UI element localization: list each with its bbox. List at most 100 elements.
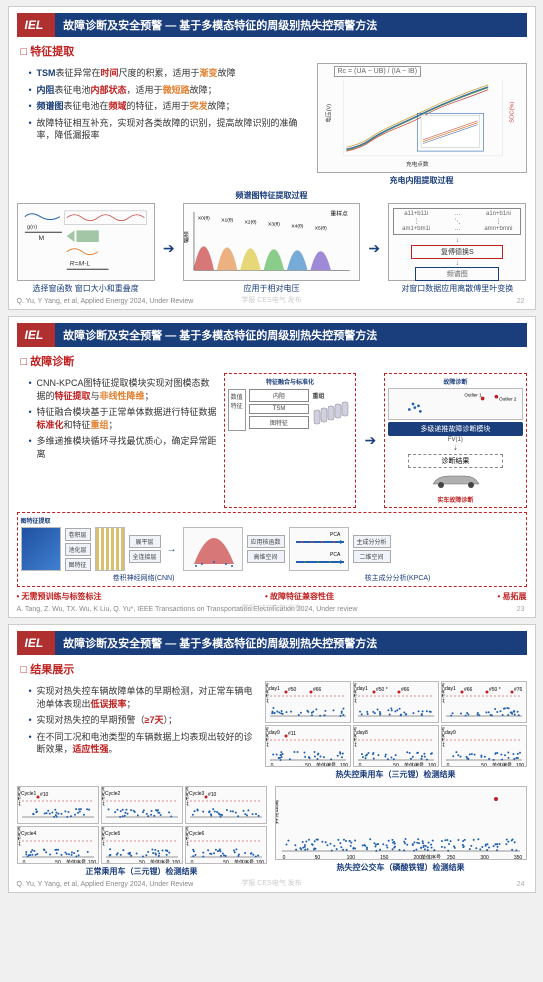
bullet-list: TSM表征异常在时间尺度的积累，适用于渐变故障内阻表征电池内部状态，适用于微短路…: [29, 67, 311, 186]
svg-text:#50 *: #50 *: [376, 687, 388, 693]
g33-caption: 热失控乘用车（三元锂）检测结果: [265, 769, 527, 780]
slide-header: IEL 故障诊断及安全预警 — 基于多模态特征的周级别热失控预警方法: [17, 323, 527, 347]
svg-text:异常距离: 异常距离: [266, 683, 270, 703]
svg-text:Cycle4: Cycle4: [21, 831, 37, 837]
scatter-cell: Cycle4 异常距离 050100 单体序号: [17, 826, 99, 864]
bullet-item: 特征融合模块基于正常单体数据进行特征数据标准化和特征重组；: [29, 406, 218, 431]
svg-text:0: 0: [270, 763, 273, 767]
svg-text:150: 150: [380, 855, 389, 860]
svg-text:Cycle6: Cycle6: [189, 831, 205, 837]
panel-matrix: a11+b11i…a1n+b1ni⋮⋱⋮am1+bm1i…amn+bmni ↓ …: [388, 203, 526, 294]
svg-text:#10: #10: [208, 792, 217, 798]
svg-text:250: 250: [446, 855, 455, 860]
svg-text:单体序号: 单体序号: [149, 859, 169, 864]
svg-text:#10: #10: [40, 792, 49, 798]
svg-text:X4(θ): X4(θ): [291, 223, 303, 229]
diag-title: 故障诊断: [388, 377, 522, 386]
svg-text:异常距离: 异常距离: [18, 827, 22, 846]
svg-text:单体编号: 单体编号: [315, 762, 335, 767]
crest-icon: [499, 325, 521, 347]
svg-text:重样点: 重样点: [330, 210, 348, 218]
iel-badge: IEL: [25, 18, 44, 32]
panel-window: g(n) M R=M-L 选择窗函数 窗口大小和重叠度: [17, 203, 155, 294]
scatter-cell: Cycle5 异常距离 050100 单体序号: [101, 826, 183, 864]
svg-text:100: 100: [255, 860, 264, 864]
section-title: 特征提取: [21, 43, 527, 59]
header-title: 故障诊断及安全预警 — 基于多模态特征的周级别热失控预警方法: [63, 17, 377, 33]
resistance-chart: Rc = (UA − UB) / (IA − IB): [317, 63, 527, 173]
section-title: 故障诊断: [21, 353, 527, 369]
svg-text:100: 100: [339, 763, 348, 767]
scatter-cell: day9 异常距离 050100 单体编号: [441, 725, 527, 767]
svg-text:异常距离: 异常距离: [442, 727, 446, 747]
watermark: 学报 CES电气 发布: [241, 878, 301, 888]
page-number: 24: [517, 881, 525, 888]
bottom-notes: • 无需预训练与标签标注• 故障特征兼容性佳• 易拓展: [17, 591, 527, 602]
panel-caption: 对窗口数据应用离散傅里叶变换: [388, 283, 526, 294]
formula: Rc = (UA − UB) / (IA − IB): [334, 66, 422, 77]
svg-text:100: 100: [171, 860, 180, 864]
svg-text:#50: #50: [288, 687, 297, 693]
gf-title: 图特征提取: [21, 516, 523, 525]
svg-text:0: 0: [358, 763, 361, 767]
scatter-cell: Cycle2 异常距离: [101, 786, 183, 824]
bullet-item: 实现对热失控车辆故障单体的早期检测，对正常车辆电池单体表现出低误报率；: [29, 685, 259, 710]
peaks-box: 幅频 重样点 X0(θ)X1(θ)X2(θ)X3(θ)X4(θ)X5(θ): [183, 203, 361, 281]
svg-text:PCA: PCA: [330, 532, 341, 538]
svg-text:300: 300: [480, 855, 489, 860]
svg-text:50: 50: [55, 860, 61, 864]
arrow-icon: →: [167, 544, 177, 555]
svg-text:单体序号: 单体序号: [420, 854, 440, 860]
svg-text:0: 0: [22, 860, 25, 864]
svg-text:50: 50: [481, 763, 487, 767]
grid-2x3: Cycle1 异常距离 #10 Cycle2 异常距离 Cycle3 异常距离 …: [17, 786, 267, 877]
resistance-svg: 电压(V) SOC(%) 充电点数: [320, 66, 524, 170]
note: • 易拓展: [497, 591, 526, 602]
svg-text:#66: #66: [464, 687, 473, 693]
svg-text:#66: #66: [313, 687, 322, 693]
graph-feat-block: 图特征提取 卷积层池化层图特征 展平层全连接层 → 应用核函数高维空间 PCA …: [17, 512, 527, 587]
svg-text:0: 0: [282, 855, 285, 860]
svg-text:Cycle3: Cycle3: [189, 791, 205, 797]
watermark: 学报 CES电气 发布: [241, 603, 301, 613]
svg-text:异常距离: 异常距离: [186, 827, 190, 846]
scatter-cell: day8 异常距离 050100 单体编号: [353, 725, 439, 767]
slide-22: IEL 故障诊断及安全预警 — 基于多模态特征的周级别热失控预警方法 特征提取 …: [8, 6, 536, 310]
scatter-cell: day1 异常距离 #50#66: [265, 681, 351, 723]
fusion-box: TSM: [249, 404, 310, 414]
mid-label: 频谱图特征提取过程: [17, 190, 527, 201]
heatmap-icon: [21, 527, 61, 571]
svg-text:50: 50: [393, 763, 399, 767]
svg-text:X3(θ): X3(θ): [268, 221, 280, 227]
cells-icon: [312, 400, 352, 430]
page-number: 22: [517, 298, 525, 305]
bullet-item: TSM表征异常在时间尺度的积累，适用于渐变故障: [29, 67, 311, 80]
pca-icon: PCA PCA: [289, 527, 349, 571]
svg-text:SOC(%): SOC(%): [509, 102, 515, 123]
fc-icon: [95, 527, 125, 571]
svg-text:100: 100: [87, 860, 96, 864]
svg-text:Outlier 1: Outlier 1: [465, 393, 483, 398]
svg-text:50: 50: [139, 860, 145, 864]
page-number: 23: [517, 606, 525, 613]
car-icon: [425, 470, 485, 490]
panel-caption: 应用于相对电压: [183, 283, 361, 294]
svg-text:day8: day8: [357, 730, 368, 736]
panels-row: g(n) M R=M-L 选择窗函数 窗口大小和重叠度 ➔ 幅频 重样点: [17, 203, 527, 294]
svg-text:100: 100: [427, 763, 436, 767]
svg-text:50: 50: [305, 763, 311, 767]
svg-text:day1: day1: [357, 686, 368, 692]
svg-text:#66: #66: [401, 687, 410, 693]
fusion-box: 内阻: [249, 389, 310, 402]
cnn-cap: 卷积神经网络(CNN): [113, 573, 175, 583]
diag-mod: 多级递推故障诊断模块: [388, 422, 522, 436]
arrow-icon: ➔: [163, 240, 175, 257]
slide-header: IEL 故障诊断及安全预警 — 基于多模态特征的周级别热失控预警方法: [17, 13, 527, 37]
kpca-cap: 核主成分分析(KPCA): [365, 573, 431, 583]
svg-text:day9: day9: [445, 730, 456, 736]
bullet-list: CNN-KPCA图特征提取模块实现对图模态数据的特征提取与非线性降维；特征融合模…: [29, 377, 218, 508]
iel-badge: IEL: [25, 328, 44, 342]
svg-text:X2(θ): X2(θ): [244, 219, 256, 225]
fusion-side: 数值 特征: [228, 389, 246, 431]
iel-badge: IEL: [25, 636, 44, 650]
